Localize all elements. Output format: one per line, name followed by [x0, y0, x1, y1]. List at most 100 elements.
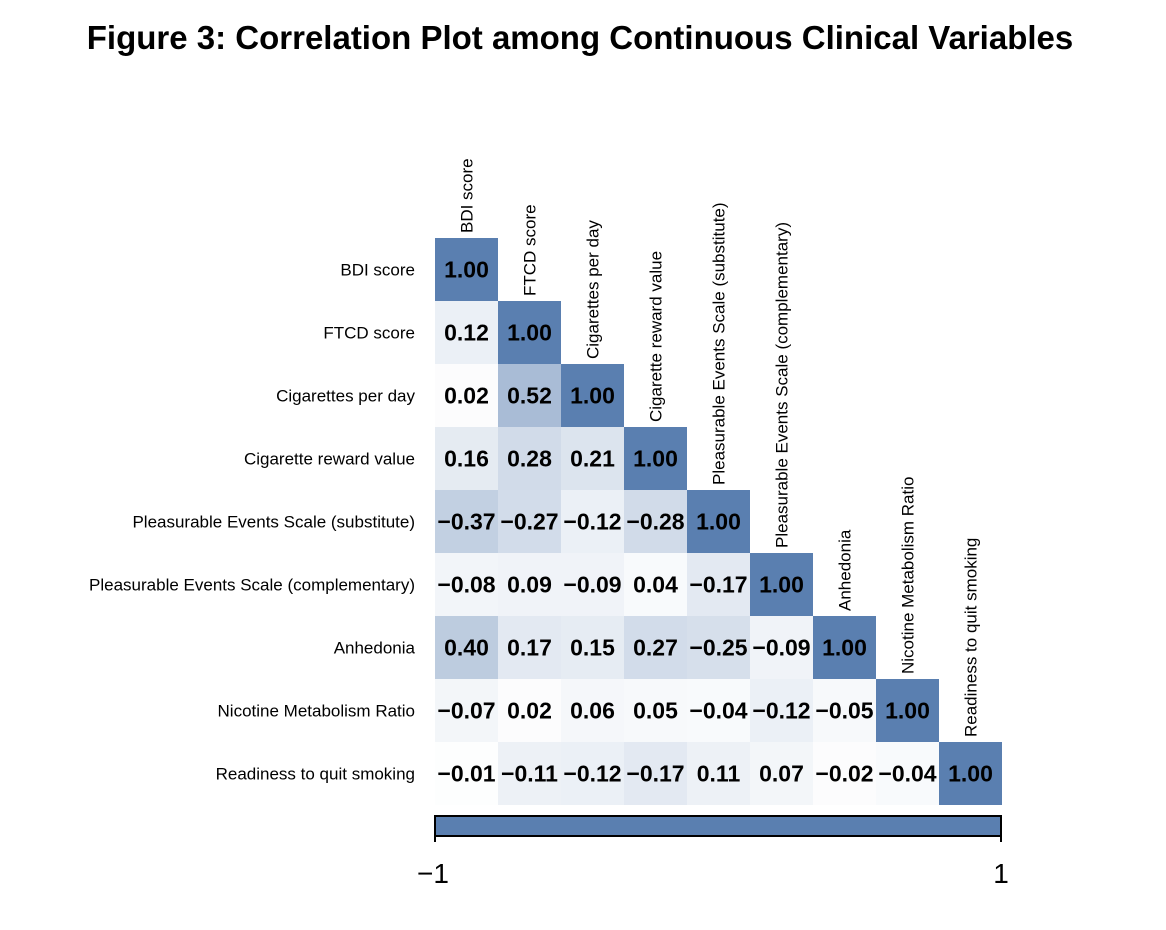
- color-legend-min-label: −1: [417, 858, 449, 889]
- chart-title: Figure 3: Correlation Plot among Continu…: [87, 19, 1073, 56]
- heatmap-cell: [561, 490, 624, 553]
- cell-value-label: 1.00: [570, 383, 615, 409]
- row-label-pleasurable-events-scale-substitute: Pleasurable Events Scale (substitute): [132, 513, 415, 532]
- cell-value-label: 0.40: [444, 635, 489, 661]
- heatmap-cell: [498, 679, 561, 742]
- heatmap-cell: [498, 742, 561, 805]
- row-label-bdi-score: BDI score: [340, 261, 415, 280]
- cell-value-label: 1.00: [885, 698, 930, 724]
- column-label-nicotine-metabolism-ratio: Nicotine Metabolism Ratio: [899, 477, 918, 674]
- heatmap-cell: [498, 616, 561, 679]
- cell-value-label: −0.27: [500, 509, 558, 535]
- heatmap-cell: [498, 427, 561, 490]
- cell-value-label: 0.28: [507, 446, 552, 472]
- heatmap-cell: [750, 553, 813, 616]
- row-label-ftcd-score: FTCD score: [323, 324, 415, 343]
- cell-value-label: 1.00: [696, 509, 741, 535]
- cell-value-label: 0.02: [507, 698, 552, 724]
- heatmap-cell: [435, 679, 498, 742]
- cell-value-label: 0.12: [444, 320, 489, 346]
- heatmap-cell: [561, 742, 624, 805]
- heatmap-cell: [939, 742, 1002, 805]
- cell-value-label: −0.12: [752, 698, 810, 724]
- cell-value-label: −0.05: [815, 698, 873, 724]
- column-label-cigarette-reward-value: Cigarette reward value: [647, 251, 666, 422]
- cell-value-label: 0.06: [570, 698, 615, 724]
- cell-value-label: 0.17: [507, 635, 552, 661]
- cell-value-label: 1.00: [633, 446, 678, 472]
- cell-value-label: 0.02: [444, 383, 489, 409]
- color-legend: −1 1: [417, 815, 1009, 889]
- cell-value-label: −0.11: [501, 761, 558, 787]
- heatmap-cell: [624, 742, 687, 805]
- heatmap-cell: [498, 490, 561, 553]
- heatmap-cell: [687, 616, 750, 679]
- cell-value-label: −0.37: [437, 509, 495, 535]
- heatmap-cell: [813, 742, 876, 805]
- heatmap-cell: [498, 364, 561, 427]
- row-label-readiness-to-quit-smoking: Readiness to quit smoking: [216, 765, 415, 784]
- heatmap-cell: [561, 553, 624, 616]
- cell-value-label: 0.52: [507, 383, 552, 409]
- column-label-bdi-score: BDI score: [458, 158, 477, 233]
- cell-value-label: −0.04: [689, 698, 747, 724]
- row-label-anhedonia: Anhedonia: [334, 639, 416, 658]
- cell-value-label: 1.00: [507, 320, 552, 346]
- heatmap-cell: [435, 238, 498, 301]
- heatmap-cell: [435, 616, 498, 679]
- column-label-pleasurable-events-scale-complementary: Pleasurable Events Scale (complementary): [773, 222, 792, 548]
- column-label-cigarettes-per-day: Cigarettes per day: [584, 220, 603, 359]
- cell-value-label: 1.00: [759, 572, 804, 598]
- cell-value-label: 0.04: [633, 572, 678, 598]
- heatmap-cell: [624, 679, 687, 742]
- column-labels: BDI score FTCD score Cigarettes per day Cig…: [458, 158, 981, 737]
- heatmap-cell: [435, 742, 498, 805]
- cell-value-label: 1.00: [948, 761, 993, 787]
- cell-value-label: 0.05: [633, 698, 678, 724]
- heatmap-cell: [624, 490, 687, 553]
- heatmap-cell: [750, 742, 813, 805]
- cell-value-label: −0.09: [752, 635, 810, 661]
- heatmap-cell: [687, 490, 750, 553]
- heatmap-cell: [498, 553, 561, 616]
- cell-value-label: 0.15: [570, 635, 615, 661]
- row-labels: BDI score FTCD score Cigarettes per day Cig…: [89, 261, 416, 784]
- column-label-anhedonia: Anhedonia: [836, 529, 855, 611]
- cell-value-label: −0.17: [689, 572, 747, 598]
- heatmap-cell: [876, 679, 939, 742]
- heatmap-cell: [435, 364, 498, 427]
- heatmap-cell: [687, 679, 750, 742]
- heatmap-cell: [561, 679, 624, 742]
- cell-value-label: −0.25: [689, 635, 747, 661]
- cell-value-label: 0.11: [697, 761, 741, 787]
- cell-value-label: −0.07: [437, 698, 495, 724]
- heatmap-cell: [624, 616, 687, 679]
- heatmap-cell: [435, 553, 498, 616]
- color-legend-bar: [434, 815, 1002, 837]
- heatmap-cell: [561, 364, 624, 427]
- heatmap-cell: [876, 742, 939, 805]
- cell-value-label: −0.02: [815, 761, 873, 787]
- color-legend-max-label: 1: [993, 858, 1009, 889]
- heatmap-cells: 1.00 0.12 1.00 0.02 0.52 1.00 0.16 0.28 0.21 1.00…: [435, 238, 1002, 805]
- cell-value-label: −0.28: [626, 509, 684, 535]
- heatmap-cell: [750, 616, 813, 679]
- heatmap-cell: [624, 553, 687, 616]
- heatmap-cell: [561, 616, 624, 679]
- cell-value-label: 0.07: [759, 761, 804, 787]
- column-label-ftcd-score: FTCD score: [521, 204, 540, 296]
- column-label-readiness-to-quit-smoking: Readiness to quit smoking: [962, 538, 981, 737]
- cell-value-label: −0.17: [626, 761, 684, 787]
- heatmap-cell: [813, 616, 876, 679]
- heatmap-cell: [813, 679, 876, 742]
- heatmap-cell: [498, 301, 561, 364]
- heatmap-cell: [435, 490, 498, 553]
- heatmap-cell: [687, 553, 750, 616]
- cell-value-label: 0.09: [507, 572, 552, 598]
- row-label-pleasurable-events-scale-complementary: Pleasurable Events Scale (complementary): [89, 576, 415, 595]
- cell-value-label: −0.08: [437, 572, 495, 598]
- cell-value-label: −0.04: [878, 761, 936, 787]
- cell-value-label: 1.00: [822, 635, 867, 661]
- cell-value-label: 0.16: [444, 446, 489, 472]
